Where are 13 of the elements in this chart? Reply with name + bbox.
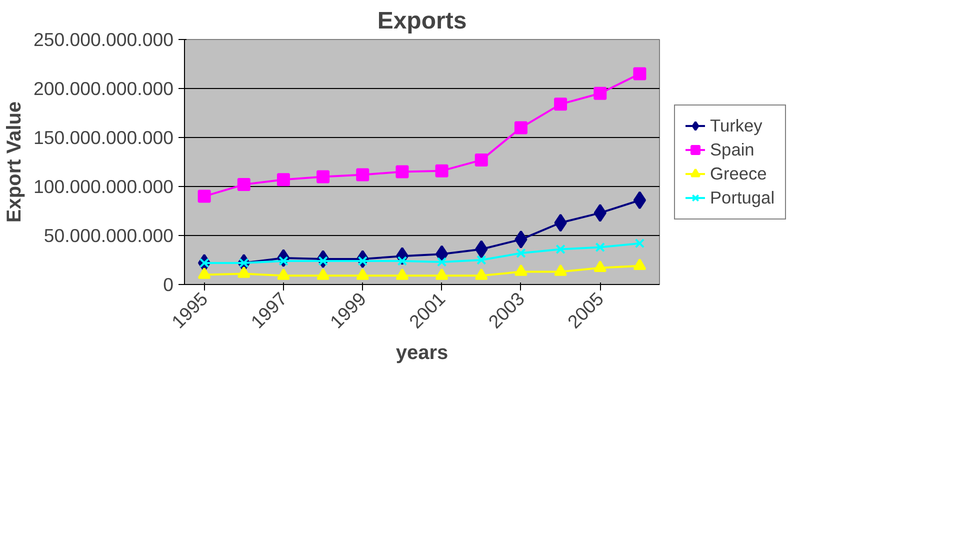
chart-title: Exports [377,8,467,34]
legend-label: Turkey [710,115,762,136]
legend-label: Greece [710,163,767,184]
y-tick-label: 0 [163,274,174,295]
x-axis-title: years [396,342,448,364]
legend-label: Spain [710,139,754,160]
y-axis-title: Export Value [3,101,26,223]
y-tick-label: 50.000.000.000 [44,225,174,246]
y-tick-label: 100.000.000.000 [33,176,174,197]
y-tick-label: 250.000.000.000 [33,29,174,50]
legend-label: Portugal [710,187,775,208]
y-tick-label: 200.000.000.000 [33,78,174,99]
y-tick-label: 150.000.000.000 [33,127,174,148]
